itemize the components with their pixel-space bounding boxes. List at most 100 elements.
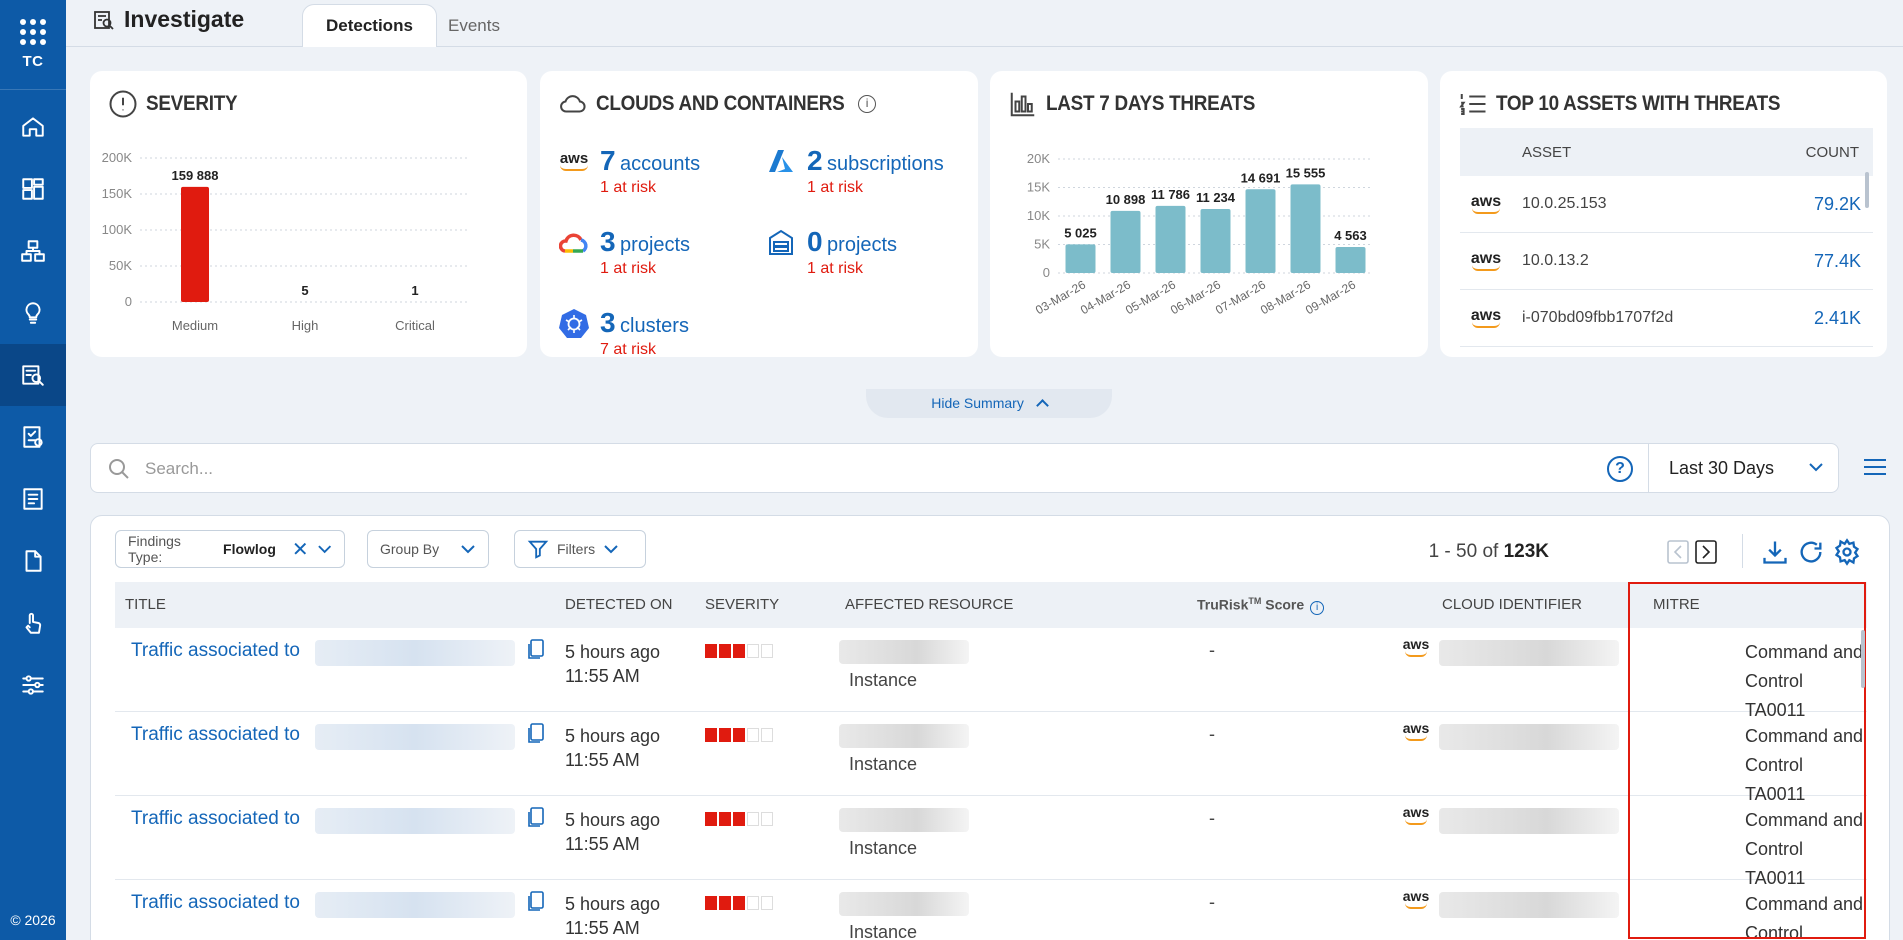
copy-icon[interactable] <box>527 890 547 912</box>
nav-responses[interactable] <box>0 592 66 654</box>
gear-icon[interactable] <box>1833 538 1861 566</box>
aws-logo: aws <box>1401 889 1431 909</box>
table-row[interactable]: Traffic associated to 5 hours ago 11:55 A… <box>115 628 1867 720</box>
detection-title-link[interactable]: Traffic associated to <box>131 892 300 913</box>
x-tick-label: 09-Mar-26 <box>1303 277 1358 317</box>
stat-oci-projects[interactable]: 0 projects 1 at risk <box>765 226 897 278</box>
search-input[interactable] <box>145 454 1595 484</box>
asset-count[interactable]: 79.2K <box>1813 193 1861 214</box>
copy-icon[interactable] <box>527 806 547 828</box>
col-affected-resource[interactable]: AFFECTED RESOURCE <box>845 596 1014 613</box>
detections-panel: Findings Type: Flowlog ✕ Group By Filter… <box>90 515 1890 940</box>
chevron-down-icon <box>1809 463 1823 472</box>
stat-k8s-clusters[interactable]: 3 clusters 7 at risk <box>558 307 689 357</box>
y-tick-label: 20K <box>1027 151 1050 166</box>
asset-count[interactable]: 2.41K <box>1813 307 1861 328</box>
table-header: TITLE DETECTED ON SEVERITY AFFECTED RESO… <box>115 582 1867 628</box>
table-row[interactable]: Traffic associated to 5 hours ago 11:55 A… <box>115 796 1867 888</box>
col-trurisk-score[interactable]: TruRiskTM Score i <box>1197 596 1325 615</box>
app-initials: TC <box>22 53 44 70</box>
filters-button[interactable]: Filters <box>514 530 646 568</box>
next-page-icon[interactable] <box>1695 540 1717 564</box>
detected-on: 5 hours ago 11:55 AM <box>565 724 660 772</box>
search-icon <box>109 459 129 479</box>
nav-insights[interactable] <box>0 282 66 344</box>
findings-type-filter[interactable]: Findings Type: Flowlog ✕ <box>115 530 345 568</box>
copy-icon[interactable] <box>527 722 547 744</box>
table-row[interactable]: Traffic associated to 5 hours ago 11:55 A… <box>115 880 1867 940</box>
stat-azure-body: 2 subscriptions 1 at risk <box>807 145 944 197</box>
pager-total: 123K <box>1503 541 1549 562</box>
nav-dashboard[interactable] <box>0 158 66 220</box>
table-row[interactable]: Traffic associated to 5 hours ago 11:55 A… <box>115 712 1867 804</box>
detection-title-link[interactable]: Traffic associated to <box>131 808 300 829</box>
detection-title-link[interactable]: Traffic associated to <box>131 640 300 661</box>
nav-investigate[interactable] <box>0 344 66 406</box>
prev-page-icon[interactable] <box>1667 540 1689 564</box>
hide-summary-toggle[interactable]: Hide Summary <box>866 389 1112 418</box>
pagination-info: 1 - 50 of 123K <box>1429 541 1549 563</box>
aws-logo: aws <box>1401 805 1431 825</box>
date-range-select[interactable]: Last 30 Days <box>1648 444 1840 492</box>
tab-events[interactable]: Events <box>448 15 500 35</box>
y-tick-label: 100K <box>102 222 133 237</box>
nav-documents[interactable] <box>0 530 66 592</box>
stat-k8s-body: 3 clusters 7 at risk <box>600 307 689 357</box>
kubernetes-logo <box>558 307 590 339</box>
asset-row[interactable]: aws i-070bd09fbb1707f2d 2.41K <box>1460 290 1873 347</box>
stat-aws-accounts[interactable]: aws 7 accounts 1 at risk <box>558 145 700 197</box>
app-switcher[interactable]: TC <box>0 0 66 90</box>
tab-detections[interactable]: Detections <box>302 4 437 47</box>
stat-azure-subscriptions[interactable]: 2 subscriptions 1 at risk <box>765 145 944 197</box>
asset-count[interactable]: 77.4K <box>1813 250 1861 271</box>
chevron-down-icon <box>461 545 475 554</box>
asset-row[interactable]: aws 10.0.25.153 79.2K <box>1460 176 1873 233</box>
copy-icon[interactable] <box>527 638 547 660</box>
toolbar-divider <box>1742 534 1743 568</box>
col-count: COUNT <box>1805 143 1859 161</box>
chevron-down-icon <box>604 545 618 554</box>
bar <box>1155 205 1186 273</box>
info-icon[interactable]: i <box>1310 600 1325 615</box>
refresh-icon[interactable] <box>1797 538 1825 566</box>
col-detected-on[interactable]: DETECTED ON <box>565 596 673 613</box>
group-by-select[interactable]: Group By <box>367 530 489 568</box>
nav-settings[interactable] <box>0 654 66 716</box>
chevron-down-icon <box>317 545 331 554</box>
touch-icon <box>25 612 42 634</box>
oci-logo <box>765 226 797 258</box>
nav-home[interactable] <box>0 96 66 158</box>
severity-card-title: SEVERITY <box>146 92 238 115</box>
close-icon[interactable]: ✕ <box>291 538 309 561</box>
detected-relative: 5 hours ago <box>565 894 661 914</box>
y-tick-label: 0 <box>125 294 132 309</box>
table-scrollbar[interactable] <box>1861 630 1865 688</box>
stat-gcp-projects[interactable]: 3 projects 1 at risk <box>558 226 690 278</box>
redacted-resource <box>839 892 969 916</box>
hamburger-menu-icon[interactable] <box>1862 454 1888 480</box>
detected-time: 11:55 AM <box>565 666 640 686</box>
assets-scrollbar[interactable] <box>1865 172 1869 208</box>
nav-reports[interactable] <box>0 406 66 468</box>
x-tick-label: 05-Mar-26 <box>1123 277 1178 317</box>
resource-type: Instance <box>849 754 918 774</box>
azure-logo <box>765 145 797 177</box>
trurisk-suffix: Score <box>1261 596 1305 613</box>
nav-policy[interactable] <box>0 468 66 530</box>
y-tick-label: 15K <box>1027 180 1050 195</box>
help-icon[interactable]: ? <box>1607 456 1633 482</box>
col-mitre[interactable]: MITRE <box>1653 596 1700 613</box>
bar <box>1335 246 1366 273</box>
bar <box>1065 244 1096 273</box>
info-icon[interactable]: i <box>858 95 877 113</box>
nav-assets[interactable] <box>0 220 66 282</box>
download-icon[interactable] <box>1761 538 1789 566</box>
col-severity[interactable]: SEVERITY <box>705 596 780 613</box>
col-cloud-identifier[interactable]: CLOUD IDENTIFIER <box>1442 596 1583 613</box>
asset-row[interactable]: aws 10.0.13.2 77.4K <box>1460 233 1873 290</box>
aws-logo: aws <box>558 145 590 177</box>
severity-segment <box>719 644 731 658</box>
col-title[interactable]: TITLE <box>125 596 166 613</box>
detection-title-link[interactable]: Traffic associated to <box>131 724 300 745</box>
app-grid-icon[interactable] <box>20 19 46 45</box>
